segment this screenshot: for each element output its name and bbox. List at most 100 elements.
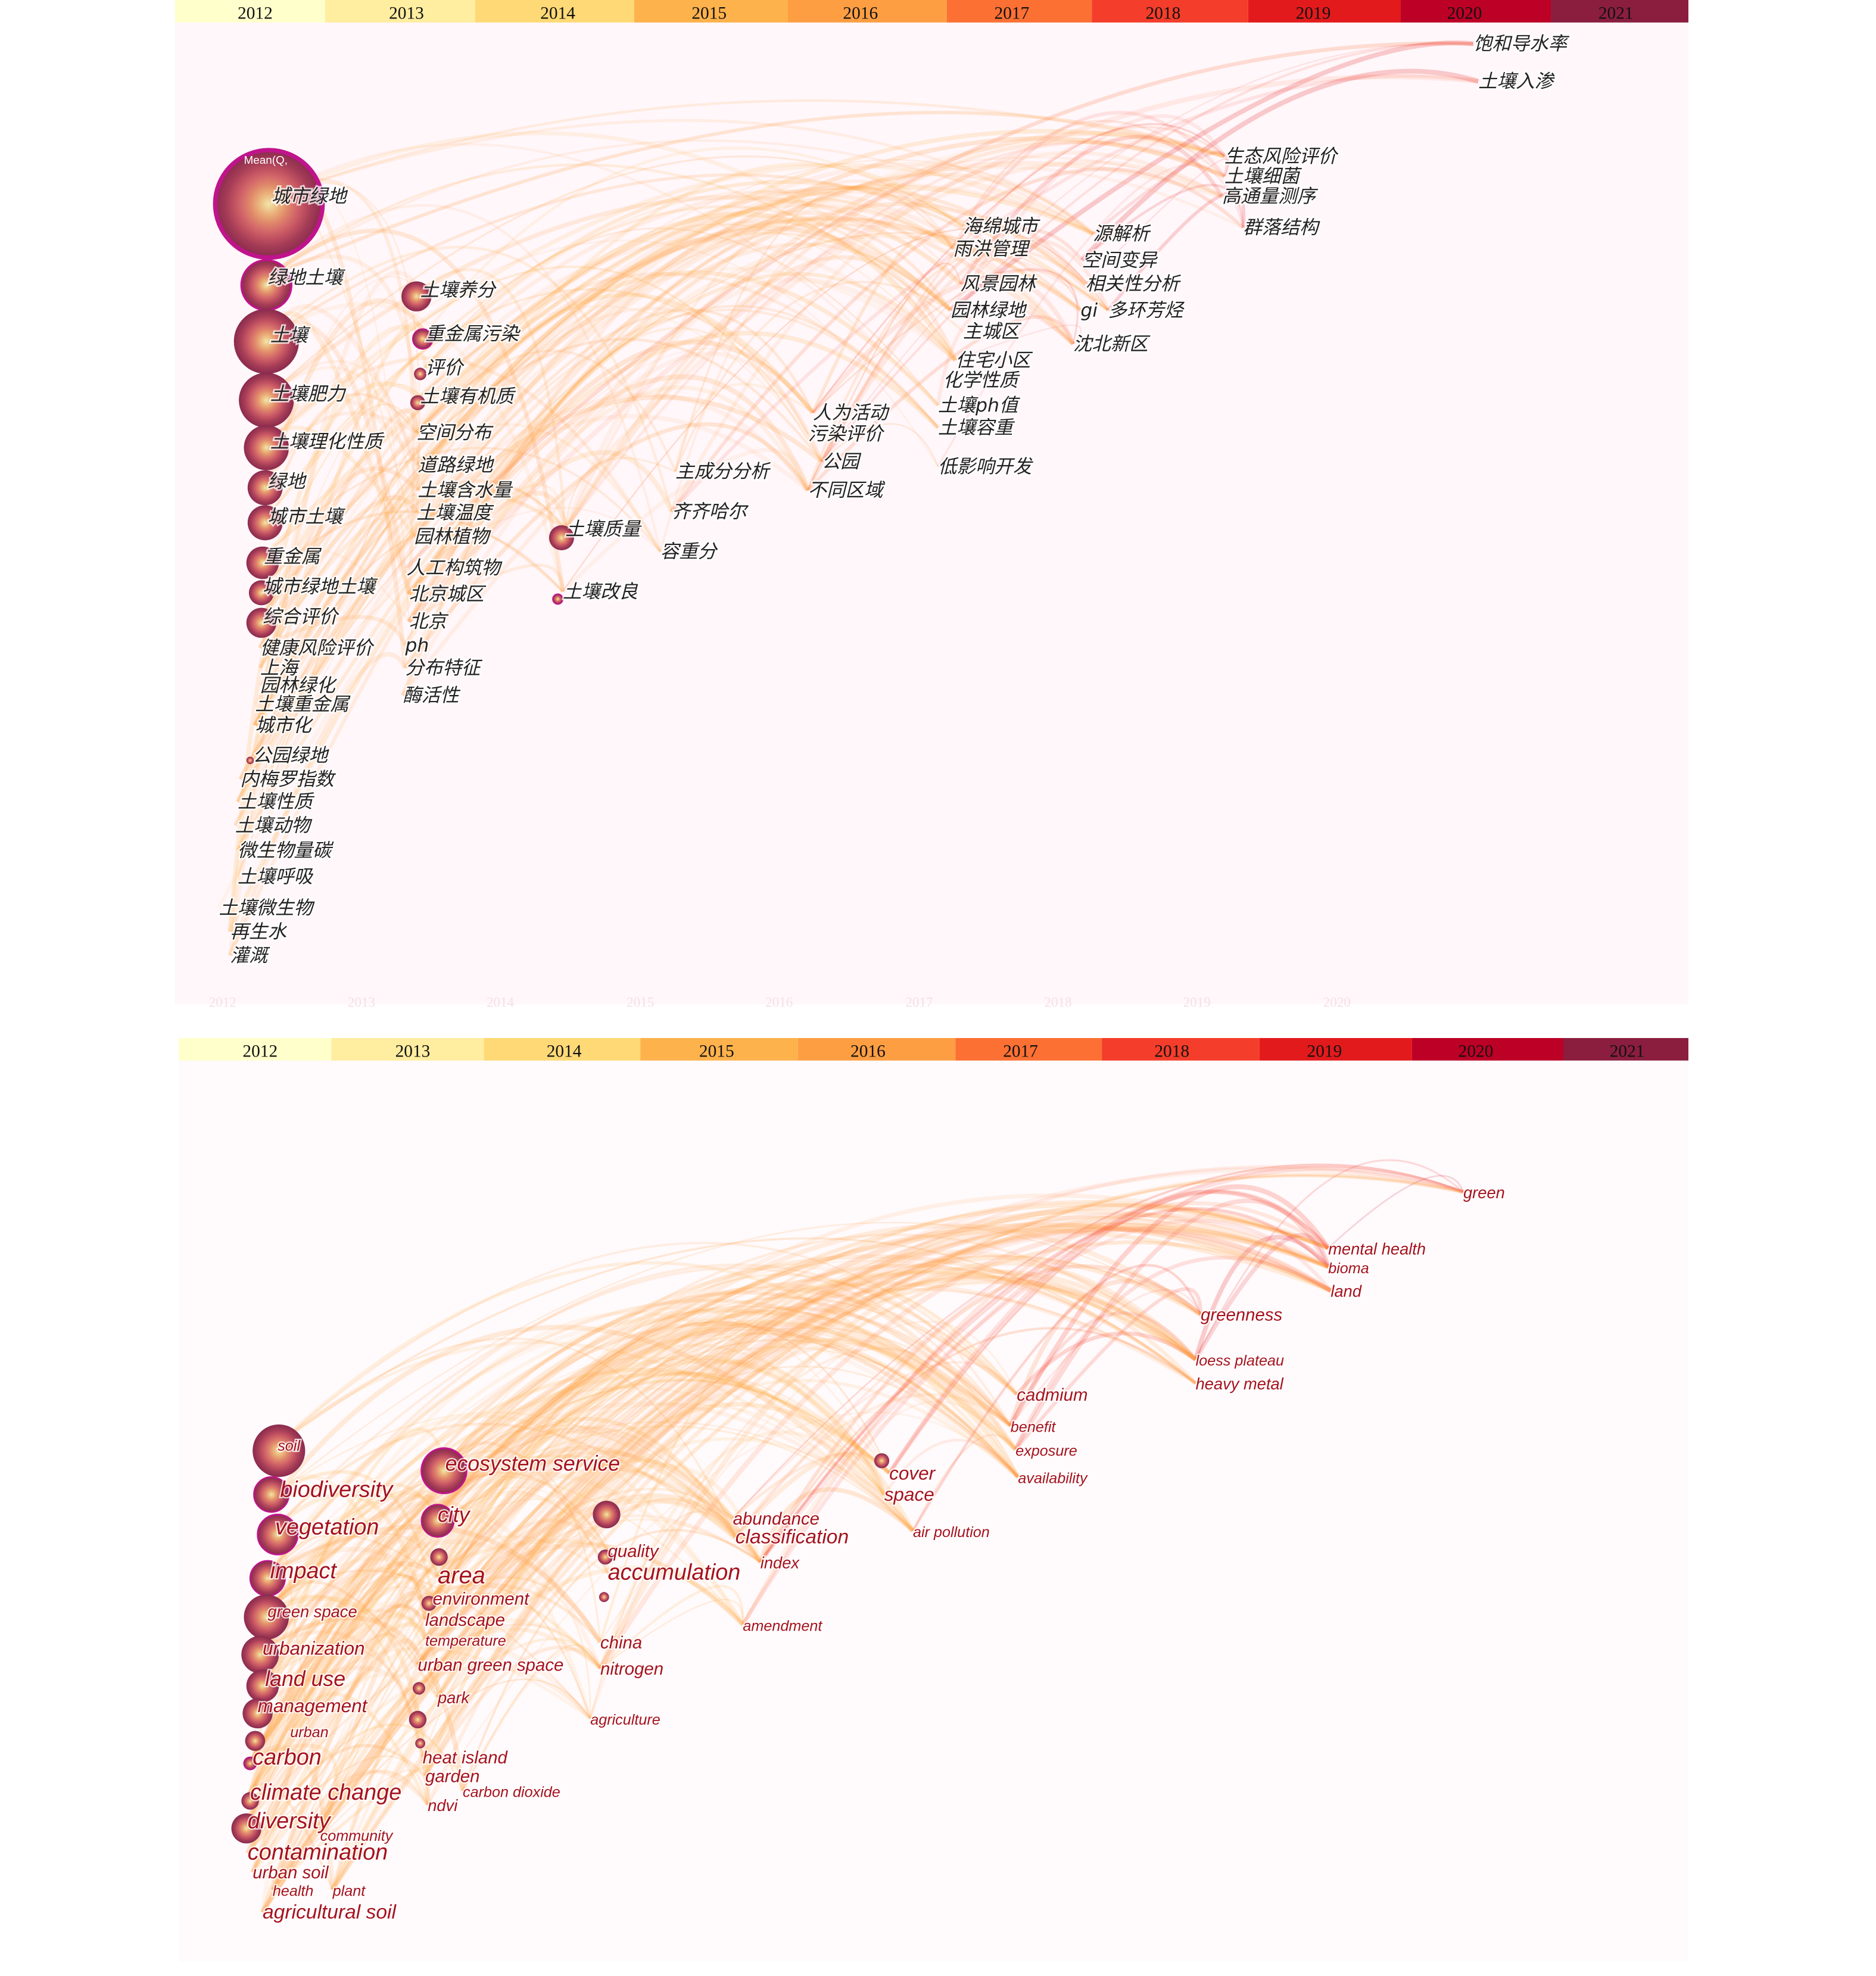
keyword-label[interactable]: 土壤养分 — [419, 278, 498, 303]
keyword-label[interactable]: amendment — [741, 1616, 824, 1635]
keyword-label[interactable]: 公园绿地 — [251, 743, 332, 768]
keyword-label[interactable]: 重金属污染 — [423, 322, 522, 347]
keyword-node[interactable] — [415, 1738, 425, 1749]
keyword-label[interactable]: air pollution — [912, 1523, 991, 1542]
keyword-node[interactable] — [246, 607, 277, 638]
keyword-label[interactable]: ecosystem service — [444, 1451, 621, 1477]
keyword-label[interactable]: benefit — [1009, 1417, 1058, 1436]
keyword-label[interactable]: 雨洪管理 — [952, 237, 1033, 261]
keyword-label[interactable]: 园林植物 — [412, 525, 493, 549]
keyword-label[interactable]: 沈北新区 — [1071, 332, 1152, 356]
keyword-label[interactable]: 土壤 — [269, 323, 313, 348]
keyword-label[interactable]: 土壤微生物 — [217, 896, 317, 920]
keyword-node[interactable] — [413, 1682, 425, 1695]
keyword-label[interactable]: agricultural soil — [261, 1900, 398, 1924]
keyword-label[interactable]: 主成分分析 — [674, 460, 772, 484]
keyword-node[interactable] — [248, 580, 274, 606]
keyword-label[interactable]: carbon dioxide — [462, 1783, 562, 1802]
keyword-label[interactable]: impact — [269, 1557, 339, 1585]
keyword-label[interactable]: 道路绿地 — [416, 453, 497, 478]
keyword-label[interactable]: china — [599, 1632, 643, 1654]
keyword-label[interactable]: 土壤含水量 — [416, 478, 515, 503]
keyword-label[interactable]: ndvi — [426, 1795, 459, 1816]
keyword-label[interactable]: 饱和导水率 — [1472, 32, 1571, 56]
keyword-label[interactable]: 土壤有机质 — [419, 385, 518, 409]
keyword-label[interactable]: 土壤肥力 — [269, 382, 348, 406]
keyword-node[interactable] — [253, 1424, 306, 1478]
keyword-node[interactable] — [409, 1710, 427, 1729]
keyword-label[interactable]: 住宅小区 — [954, 348, 1035, 373]
keyword-node[interactable] — [421, 1595, 437, 1611]
keyword-label[interactable]: urban soil — [251, 1862, 331, 1884]
keyword-node[interactable] — [597, 1549, 613, 1565]
keyword-label[interactable]: agriculture — [589, 1710, 662, 1729]
keyword-node[interactable] — [246, 1669, 279, 1703]
keyword-label[interactable]: biodiversity — [279, 1476, 395, 1504]
keyword-label[interactable]: 群落结构 — [1242, 216, 1322, 240]
keyword-label[interactable]: availability — [1017, 1469, 1089, 1488]
keyword-label[interactable]: landscape — [424, 1609, 506, 1631]
keyword-label[interactable]: 土壤改良 — [561, 579, 640, 604]
keyword-label[interactable]: diversity — [247, 1807, 333, 1835]
keyword-label[interactable]: 评价 — [423, 356, 466, 380]
keyword-label[interactable]: greenness — [1199, 1304, 1284, 1326]
keyword-node[interactable] — [420, 1447, 468, 1494]
keyword-label[interactable]: 土壤细菌 — [1223, 164, 1304, 189]
keyword-label[interactable]: garden — [424, 1765, 481, 1787]
keyword-node[interactable] — [430, 1548, 448, 1566]
keyword-label[interactable]: 化学性质 — [942, 368, 1022, 392]
keyword-label[interactable]: management — [257, 1694, 369, 1718]
keyword-label[interactable]: 公园 — [820, 450, 864, 474]
keyword-label[interactable]: 健康风险评价 — [258, 636, 376, 660]
keyword-label[interactable]: space — [883, 1482, 936, 1506]
keyword-label[interactable]: 酶活性 — [401, 683, 463, 708]
keyword-label[interactable]: 土壤ph值 — [936, 393, 1022, 417]
keyword-label[interactable]: 城市土壤 — [266, 504, 348, 529]
keyword-label[interactable]: 园林绿地 — [949, 298, 1029, 323]
keyword-node[interactable] — [253, 1476, 290, 1513]
keyword-label[interactable]: 土壤动物 — [233, 814, 314, 838]
keyword-label[interactable]: 综合评价 — [261, 604, 341, 629]
keyword-node[interactable] — [874, 1453, 890, 1469]
keyword-node[interactable] — [231, 1813, 261, 1844]
keyword-label[interactable]: 绿地土壤 — [266, 266, 348, 290]
keyword-label[interactable]: 空间分布 — [415, 420, 496, 445]
keyword-node[interactable] — [257, 1513, 299, 1556]
keyword-node[interactable] — [247, 505, 283, 541]
keyword-node[interactable] — [599, 1592, 609, 1603]
keyword-label[interactable]: 土壤重金属 — [254, 692, 353, 716]
keyword-label[interactable]: 生态风险评价 — [1223, 144, 1341, 169]
keyword-label[interactable]: 再生水 — [229, 920, 289, 944]
keyword-node[interactable] — [552, 593, 564, 605]
keyword-label[interactable]: 多环芳烃 — [1107, 298, 1187, 323]
keyword-node[interactable] — [245, 1731, 266, 1751]
keyword-label[interactable]: 空间变异 — [1080, 248, 1160, 273]
keyword-label[interactable]: 土壤入渗 — [1477, 69, 1557, 93]
keyword-node[interactable] — [401, 281, 432, 311]
keyword-node[interactable] — [246, 756, 254, 765]
keyword-label[interactable]: soil — [276, 1436, 302, 1455]
keyword-label[interactable]: 风景园林 — [959, 272, 1039, 297]
keyword-label[interactable]: 土壤质量 — [564, 517, 644, 541]
keyword-node[interactable] — [414, 367, 427, 381]
keyword-node[interactable] — [239, 372, 294, 428]
keyword-node[interactable] — [247, 470, 283, 506]
keyword-label[interactable]: cover — [888, 1461, 937, 1485]
keyword-label[interactable]: 分布特征 — [404, 656, 485, 680]
keyword-label[interactable]: health — [272, 1882, 315, 1901]
keyword-label[interactable]: 微生物量碳 — [236, 839, 335, 863]
keyword-label[interactable]: abundance — [731, 1508, 821, 1530]
keyword-label[interactable]: gi — [1079, 298, 1099, 323]
keyword-label[interactable]: 城市绿地土壤 — [261, 575, 380, 599]
keyword-label[interactable]: urbanization — [261, 1636, 366, 1660]
keyword-label[interactable]: bioma — [1327, 1259, 1370, 1278]
keyword-label[interactable]: environment — [431, 1588, 531, 1610]
keyword-label[interactable]: 园林绿化 — [258, 674, 339, 698]
keyword-label[interactable]: 土壤理化性质 — [269, 429, 387, 454]
keyword-label[interactable]: 海绵城市 — [961, 214, 1042, 239]
keyword-label[interactable]: classification — [734, 1525, 850, 1549]
keyword-label[interactable]: plant — [331, 1882, 367, 1901]
keyword-node[interactable] — [420, 1504, 455, 1538]
keyword-node[interactable] — [244, 1594, 289, 1640]
keyword-label[interactable]: 低影响开发 — [936, 454, 1035, 479]
